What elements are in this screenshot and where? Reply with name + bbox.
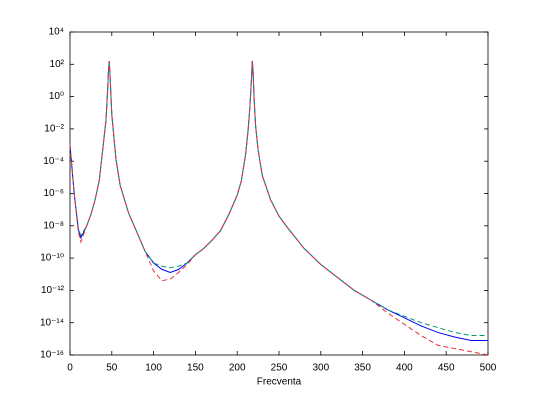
x-tick-label: 250: [271, 363, 288, 374]
x-tick-label: 100: [145, 363, 162, 374]
x-axis-label: Frecventa: [257, 377, 302, 388]
y-tick-label: 10⁻¹²: [41, 285, 65, 296]
x-tick-label: 300: [312, 363, 329, 374]
y-tick-label: 10⁻⁸: [43, 220, 64, 231]
y-tick-label: 10⁻⁶: [43, 188, 64, 199]
plot-frame: [69, 31, 489, 356]
x-tick-label: 150: [187, 363, 204, 374]
x-tick-label: 50: [106, 363, 118, 374]
y-tick-label: 10⁴: [49, 27, 64, 38]
y-tick-label: 10⁻¹⁶: [40, 350, 64, 361]
x-tick-label: 0: [67, 363, 73, 374]
series-line: [69, 60, 489, 356]
y-tick-label: 10²: [50, 59, 65, 70]
y-tick-label: 10⁻⁴: [43, 156, 64, 167]
x-tick-label: 400: [396, 363, 413, 374]
y-tick-label: 10⁻¹⁴: [40, 317, 64, 328]
x-tick-label: 200: [229, 363, 246, 374]
y-tick-label: 10⁻²: [44, 124, 64, 135]
y-tick-label: 10⁰: [49, 91, 64, 102]
x-tick-label: 500: [480, 363, 497, 374]
x-tick-label: 450: [438, 363, 455, 374]
y-tick-label: 10⁻¹⁰: [40, 253, 64, 264]
x-tick-label: 350: [354, 363, 371, 374]
